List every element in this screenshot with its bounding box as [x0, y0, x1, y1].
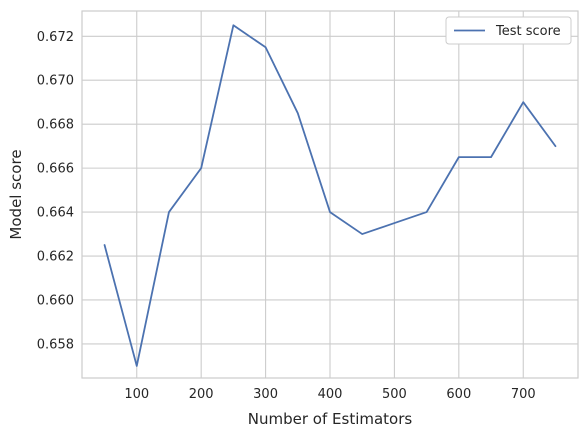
- y-axis-label: Model score: [7, 149, 25, 239]
- series-line-test-score: [103, 24, 557, 367]
- x-axis-label: Number of Estimators: [248, 410, 413, 428]
- x-tick-label: 700: [511, 387, 536, 402]
- grid: [82, 11, 578, 378]
- legend: Test score: [445, 16, 572, 45]
- plot-frame: [81, 10, 579, 379]
- series-layer: [103, 24, 557, 367]
- y-tick-label: 0.668: [37, 118, 74, 133]
- x-tick-label: 400: [318, 387, 343, 402]
- x-tick-label: 500: [382, 387, 407, 402]
- y-tick-label: 0.666: [37, 162, 74, 177]
- legend-box: [445, 16, 572, 45]
- y-tick-label: 0.662: [37, 250, 74, 265]
- x-tick-label: 300: [253, 387, 278, 402]
- x-tick-label: 100: [124, 387, 149, 402]
- y-tick-label: 0.658: [37, 337, 74, 352]
- y-axis-ticks: 0.658 0.660 0.662 0.664 0.666 0.668 0.670 0.672: [37, 30, 74, 353]
- y-tick-label: 0.672: [37, 30, 74, 45]
- y-tick-label: 0.660: [37, 293, 74, 308]
- y-tick-label: 0.670: [37, 74, 74, 89]
- legend-label-test-score: Test score: [495, 24, 561, 39]
- x-tick-label: 600: [446, 387, 471, 402]
- y-tick-label: 0.664: [37, 206, 74, 221]
- x-tick-label: 200: [189, 387, 214, 402]
- x-axis-ticks: 100 200 300 400 500 600 700: [124, 387, 535, 402]
